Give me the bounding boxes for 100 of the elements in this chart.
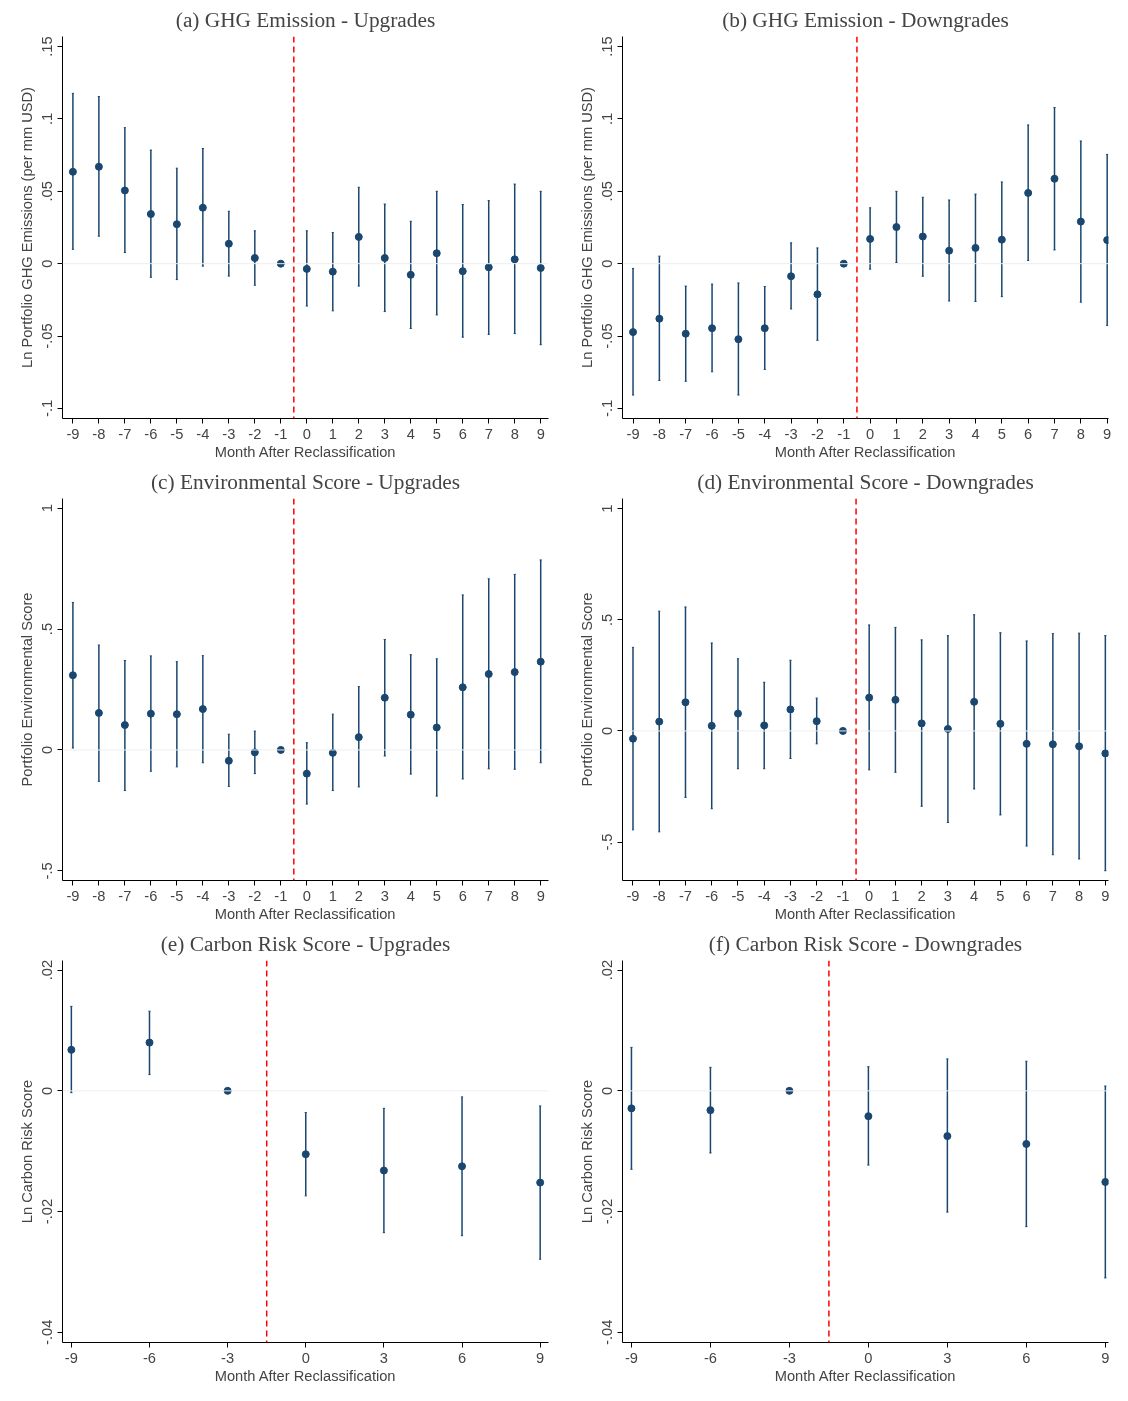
y-tick-label: .15 [39, 36, 56, 57]
x-tick-label: 0 [302, 425, 311, 442]
x-tick-label: -7 [118, 425, 132, 442]
y-tick-label: -.04 [39, 1319, 56, 1345]
x-tick-label: 6 [1022, 887, 1031, 904]
x-tick-label: 6 [458, 425, 467, 442]
x-tick-label: -9 [626, 425, 640, 442]
x-tick-label: 6 [457, 1349, 467, 1366]
x-tick-label: 5 [996, 887, 1005, 904]
x-tick-label: -5 [731, 425, 745, 442]
x-tick-label: 2 [917, 887, 926, 904]
x-tick-label: 9 [536, 1349, 545, 1366]
chart-title: (b) GHG Emission - Downgrades [722, 7, 1009, 32]
x-tick-label: -6 [705, 425, 719, 442]
y-tick-label: 0 [39, 745, 56, 755]
x-tick-label: -6 [144, 887, 158, 904]
x-tick-label: -3 [222, 425, 236, 442]
x-tick-label: -1 [274, 425, 288, 442]
x-tick-label: -2 [248, 425, 262, 442]
chart-title: (d) Environmental Score - Downgrades [697, 469, 1034, 494]
x-tick-label: -6 [705, 887, 719, 904]
x-tick-label: -1 [274, 887, 288, 904]
x-tick-label: 1 [891, 887, 900, 904]
x-tick-label: -6 [703, 1349, 717, 1366]
x-tick-label: -6 [144, 425, 158, 442]
x-tick-label: 6 [1022, 1349, 1031, 1366]
y-tick-label: -.04 [599, 1319, 616, 1345]
x-tick-label: -4 [196, 425, 210, 442]
x-tick-label: -3 [221, 1349, 235, 1366]
x-tick-label: 8 [1076, 425, 1085, 442]
x-tick-label: -8 [652, 887, 666, 904]
x-tick-label: -4 [758, 425, 772, 442]
x-tick-label: 9 [536, 425, 545, 442]
x-tick-label: 2 [918, 425, 927, 442]
x-tick-label: -6 [142, 1349, 157, 1366]
y-tick-label: .02 [599, 959, 616, 981]
x-tick-label: 9 [1101, 1349, 1110, 1366]
chart-title: (e) Carbon Risk Score - Upgrades [160, 931, 451, 956]
y-tick-label: .1 [599, 112, 616, 126]
y-tick-label: -.5 [599, 833, 616, 851]
y-tick-label: 0 [599, 259, 616, 268]
y-tick-label: -.1 [39, 399, 56, 417]
y-axis-title: Ln Carbon Risk Score [578, 1079, 595, 1224]
x-tick-label: -2 [810, 887, 824, 904]
x-tick-label: 4 [406, 887, 415, 904]
x-tick-label: -5 [731, 887, 745, 904]
x-axis-title: Month After Reclassification [214, 905, 396, 922]
x-tick-label: 1 [892, 425, 901, 442]
x-tick-label: 3 [380, 425, 389, 442]
y-tick-label: 1 [39, 504, 56, 513]
x-tick-label: -7 [118, 887, 132, 904]
chart-title: (c) Environmental Score - Upgrades [150, 469, 461, 494]
x-tick-label: -9 [64, 1349, 78, 1366]
x-axis-title: Month After Reclassification [774, 1367, 956, 1384]
chart-title: (f) Carbon Risk Score - Downgrades [708, 931, 1023, 956]
x-tick-label: 6 [458, 887, 467, 904]
x-tick-label: -8 [92, 425, 106, 442]
y-axis-title: Portfolio Environmental Score [578, 592, 595, 787]
x-tick-label: 7 [484, 887, 493, 904]
y-tick-label: -.5 [39, 862, 56, 880]
x-tick-label: 8 [510, 887, 519, 904]
y-tick-label: 0 [39, 259, 56, 268]
x-tick-label: 4 [971, 425, 980, 442]
x-tick-label: 9 [536, 887, 545, 904]
y-axis-title: Ln Carbon Risk Score [18, 1079, 35, 1224]
y-tick-label: -.02 [39, 1198, 56, 1225]
x-tick-label: 7 [484, 425, 493, 442]
x-tick-label: 1 [328, 425, 337, 442]
x-tick-label: -3 [782, 1349, 796, 1366]
y-tick-label: 0 [39, 1086, 56, 1095]
x-tick-label: 3 [380, 887, 389, 904]
x-tick-label: 4 [406, 425, 415, 442]
x-tick-label: -2 [810, 425, 824, 442]
x-tick-label: 3 [379, 1349, 388, 1366]
x-tick-label: -8 [92, 887, 106, 904]
y-axis-title: Portfolio Environmental Score [18, 592, 35, 787]
x-tick-label: 0 [865, 887, 874, 904]
x-tick-label: 0 [864, 1349, 873, 1366]
x-tick-label: -3 [784, 425, 798, 442]
y-axis-title: Ln Portfolio GHG Emissions (per mm USD) [578, 87, 595, 368]
x-axis-title: Month After Reclassification [214, 443, 396, 460]
x-tick-label: 0 [301, 1349, 310, 1366]
x-tick-label: 9 [1101, 887, 1110, 904]
y-tick-label: 1 [599, 504, 616, 513]
chart-title: (a) GHG Emission - Upgrades [175, 7, 436, 32]
x-tick-label: 3 [945, 425, 954, 442]
x-tick-label: 4 [970, 887, 979, 904]
y-tick-label: .05 [39, 181, 56, 202]
x-tick-label: 8 [510, 425, 519, 442]
x-tick-label: -9 [626, 887, 640, 904]
y-tick-label: -.05 [39, 323, 56, 349]
x-tick-label: -4 [196, 887, 210, 904]
x-tick-label: -1 [836, 887, 850, 904]
y-tick-label: 0 [599, 1086, 616, 1095]
y-axis-title: Ln Portfolio GHG Emissions (per mm USD) [18, 87, 35, 368]
x-tick-label: 5 [432, 887, 441, 904]
y-tick-label: -.1 [599, 399, 616, 417]
x-tick-label: -2 [248, 887, 262, 904]
x-tick-label: -5 [170, 887, 184, 904]
y-tick-label: .1 [39, 112, 56, 126]
